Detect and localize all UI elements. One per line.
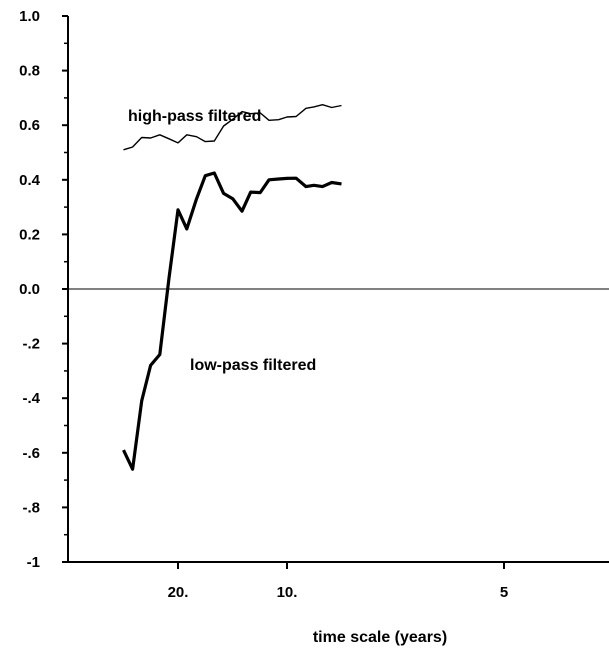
y-tick-label: 0.4: [19, 172, 41, 189]
y-tick-label: -.4: [22, 390, 40, 407]
series-label-high-pass: high-pass filtered: [128, 108, 261, 125]
y-tick-label: 1.0: [19, 8, 40, 25]
series-line-low-pass: [122, 171, 342, 471]
series-line-high-pass: [123, 103, 342, 151]
y-tick-label: 0.6: [19, 117, 40, 134]
axes: 1.0 0.8 0.6 0.4 0.2 0.0 -.2 -.4 -.6 -.8 -1 20. 10. 5: [19, 8, 609, 601]
y-tick-label: -1: [27, 554, 40, 571]
y-tick-label: 0.0: [19, 281, 40, 298]
y-tick-label: -.6: [22, 445, 40, 462]
y-tick-label: -.2: [22, 336, 40, 353]
y-tick-label: 0.8: [19, 63, 40, 80]
y-tick-label: -.8: [22, 499, 40, 516]
x-tick-label: 20.: [168, 584, 189, 601]
y-tick-label: 0.2: [19, 226, 40, 243]
x-tick-label: 5: [500, 584, 508, 601]
x-tick-label: 10.: [277, 584, 298, 601]
series-label-low-pass: low-pass filtered: [190, 357, 316, 374]
x-axis-title: time scale (years): [313, 629, 447, 646]
series-labels: high-pass filtered low-pass filtered: [128, 108, 316, 374]
series-lines: [122, 103, 342, 471]
